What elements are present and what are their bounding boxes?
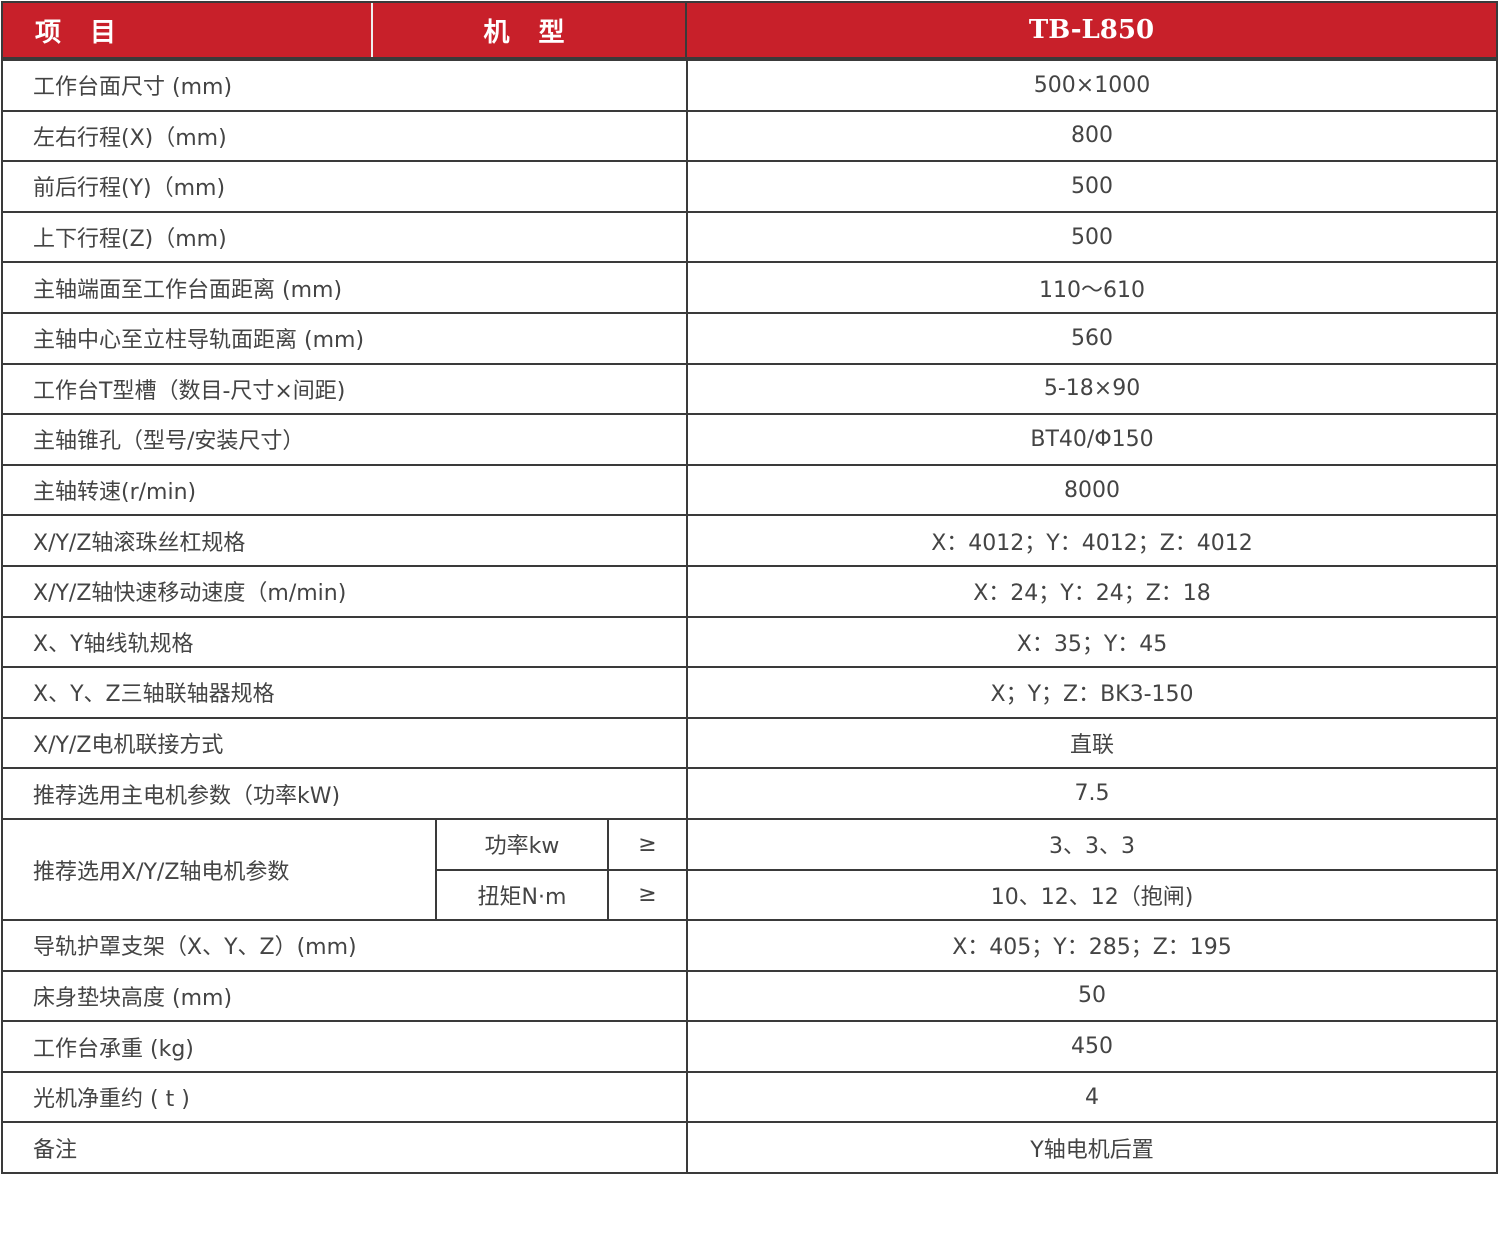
spec-label: 工作台承重 (kg) (0, 1020, 689, 1073)
spec-label: 推荐选用主电机参数（功率kW) (0, 767, 689, 820)
spec-table: 项 目 机 型 TB-L850 工作台面尺寸 (mm) 500×1000 左右行程(… (0, 1, 1498, 1175)
spec-label: 导轨护罩支架（X、Y、Z）(mm) (0, 919, 689, 972)
table-row: 推荐选用主电机参数（功率kW) 7.5 (0, 767, 1498, 820)
table-row: X/Y/Z轴滚珠丝杠规格 X：4012；Y：4012；Z：4012 (0, 514, 1498, 567)
spec-value: 10、12、12（抱闸) (686, 868, 1498, 922)
spec-label: 主轴端面至工作台面距离 (mm) (0, 261, 689, 314)
spec-value: 450 (686, 1020, 1498, 1073)
table-row: 主轴端面至工作台面距离 (mm) 110～610 (0, 261, 1498, 314)
spec-label: 上下行程(Z)（mm) (0, 210, 689, 264)
spec-value: 7.5 (686, 767, 1498, 820)
spec-label: 光机净重约 ( t ) (0, 1070, 689, 1124)
spec-label: 主轴锥孔（型号/安装尺寸） (0, 413, 689, 466)
spec-value: 560 (686, 311, 1498, 365)
spec-value: 3、3、3 (686, 817, 1498, 871)
table-row: X/Y/Z轴快速移动速度（m/min) X：24；Y：24；Z：18 (0, 564, 1498, 618)
table-row: 床身垫块高度 (mm) 50 (0, 969, 1498, 1023)
sub-param-name: 功率kw (435, 817, 609, 871)
spec-value: 直联 (686, 716, 1498, 770)
spec-body: 工作台面尺寸 (mm) 500×1000 左右行程(X)（mm) 800 前后行程(Y)… (0, 59, 1498, 1175)
spec-value: 500 (686, 160, 1498, 213)
spec-label: 前后行程(Y)（mm) (0, 160, 689, 213)
spec-value: X：24；Y：24；Z：18 (686, 564, 1498, 618)
table-row: 光机净重约 ( t ) 4 (0, 1070, 1498, 1124)
table-row: 上下行程(Z)（mm) 500 (0, 210, 1498, 264)
spec-value: X：405；Y：285；Z：195 (686, 919, 1498, 972)
spec-value: 50 (686, 969, 1498, 1023)
spec-value: Y轴电机后置 (686, 1121, 1498, 1175)
spec-label: 床身垫块高度 (mm) (0, 969, 689, 1023)
spec-label: 工作台T型槽（数目-尺寸×间距) (0, 362, 689, 416)
sub-param-operator: ≥ (606, 817, 689, 871)
spec-value: 500×1000 (686, 59, 1498, 112)
table-row: 导轨护罩支架（X、Y、Z）(mm) X：405；Y：285；Z：195 (0, 919, 1498, 972)
table-row: X、Y轴线轨规格 X：35；Y：45 (0, 615, 1498, 669)
spec-label: 主轴转速(r/min) (0, 463, 689, 517)
table-row: 左右行程(X)（mm) 800 (0, 109, 1498, 163)
spec-label: X、Y、Z三轴联轴器规格 (0, 666, 689, 719)
spec-label: 备注 (0, 1121, 689, 1175)
sub-param-operator: ≥ (606, 868, 689, 922)
spec-value: X；Y；Z：BK3-150 (686, 666, 1498, 719)
spec-value: 8000 (686, 463, 1498, 517)
header-item: 项 目 (3, 3, 373, 57)
spec-label: 工作台面尺寸 (mm) (0, 59, 689, 112)
table-header: 项 目 机 型 TB-L850 (3, 3, 1496, 59)
table-row: 主轴中心至立柱导轨面距离 (mm) 560 (0, 311, 1498, 365)
table-row: 备注 Y轴电机后置 (0, 1121, 1498, 1175)
table-row: 主轴转速(r/min) 8000 (0, 463, 1498, 517)
spec-label: X/Y/Z电机联接方式 (0, 716, 689, 770)
spec-value: X：35；Y：45 (686, 615, 1498, 669)
spec-value: 110～610 (686, 261, 1498, 314)
table-row: 工作台承重 (kg) 450 (0, 1020, 1498, 1073)
table-row: 主轴锥孔（型号/安装尺寸） BT40/Φ150 (0, 413, 1498, 466)
spec-value: BT40/Φ150 (686, 413, 1498, 466)
spec-label: X、Y轴线轨规格 (0, 615, 689, 669)
table-row: 工作台T型槽（数目-尺寸×间距) 5-18×90 (0, 362, 1498, 416)
table-row: X/Y/Z电机联接方式 直联 (0, 716, 1498, 770)
spec-value: 5-18×90 (686, 362, 1498, 416)
spec-value: 800 (686, 109, 1498, 163)
table-row: 前后行程(Y)（mm) 500 (0, 160, 1498, 213)
table-row: 推荐选用X/Y/Z轴电机参数 功率kw ≥3、3、3 (1, 817, 1498, 922)
sub-param-name: 扭矩N·m (435, 868, 609, 922)
spec-label: X/Y/Z轴滚珠丝杠规格 (0, 514, 689, 567)
spec-value: 500 (686, 210, 1498, 264)
spec-label: 左右行程(X)（mm) (0, 109, 689, 163)
spec-value: 4 (686, 1070, 1498, 1124)
header-model-name: TB-L850 (1028, 15, 1155, 45)
table-row: X、Y、Z三轴联轴器规格 X；Y；Z：BK3-150 (0, 666, 1498, 719)
spec-label: X/Y/Z轴快速移动速度（m/min) (0, 564, 689, 618)
spec-label: 主轴中心至立柱导轨面距离 (mm) (0, 311, 689, 365)
table-row: 扭矩N·m ≥10、12、12（抱闸) (2, 868, 1498, 922)
spec-value: X：4012；Y：4012；Z：4012 (686, 514, 1498, 567)
table-row: 工作台面尺寸 (mm) 500×1000 (0, 59, 1498, 112)
spec-label: 推荐选用X/Y/Z轴电机参数 (1, 817, 437, 922)
header-model: 机 型 (373, 3, 687, 57)
